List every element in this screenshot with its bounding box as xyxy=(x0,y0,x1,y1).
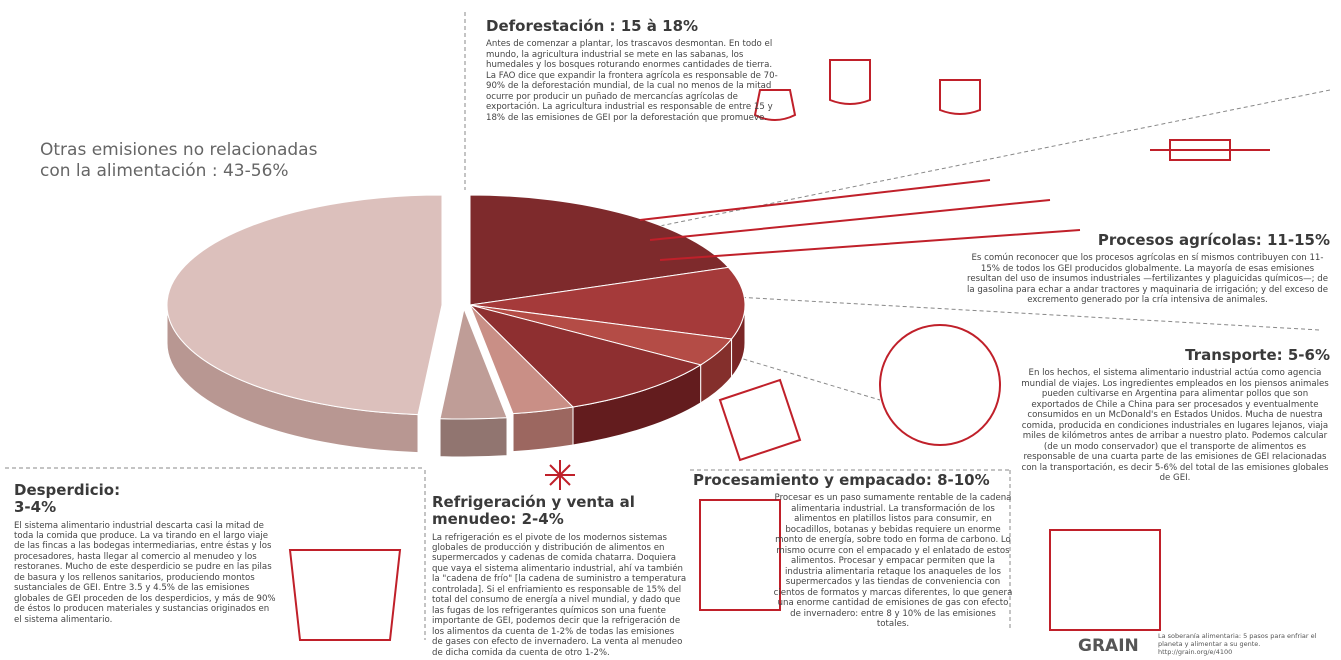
pie-slice xyxy=(513,407,573,452)
section-body: Antes de comenzar a plantar, los trascav… xyxy=(486,39,781,123)
section-title: Refrigeración y venta al menudeo: 2-4% xyxy=(432,494,687,529)
section-title: Desperdicio: 3-4% xyxy=(14,482,124,517)
section: Desperdicio: 3-4% El sistema alimentario… xyxy=(14,482,279,625)
section-title: Procesos agrícolas: 11-15% xyxy=(965,232,1330,249)
section: Transporte: 5-6% En los hechos, el siste… xyxy=(1020,347,1330,484)
infographic: Otras emisiones no relacionadas con la a… xyxy=(0,0,1341,660)
section-body: El sistema alimentario industrial descar… xyxy=(14,521,279,626)
section: Procesamiento y empacado: 8-10% Procesar… xyxy=(693,472,1013,630)
section: Procesos agrícolas: 11-15% Es común reco… xyxy=(965,232,1330,306)
section: Refrigeración y venta al menudeo: 2-4% L… xyxy=(432,494,687,658)
section-body: En los hechos, el sistema alimentario in… xyxy=(1020,368,1330,483)
section-body: Es común reconocer que los procesos agrí… xyxy=(965,253,1330,305)
pie-slice xyxy=(440,418,507,457)
pie-label: Otras emisiones no relacionadas con la a… xyxy=(40,140,340,183)
pie xyxy=(167,195,745,457)
page: Infografía {"pie_label": "Otras emisione… xyxy=(0,0,1341,660)
section-body: Procesar es un paso sumamente rentable d… xyxy=(693,493,1013,629)
section-title: Procesamiento y empacado: 8-10% xyxy=(693,472,1013,489)
section-body: La refrigeración es el pivote de los mod… xyxy=(432,533,687,659)
logo: GRAIN xyxy=(1078,636,1139,656)
section: Deforestación : 15 à 18% Antes de comenz… xyxy=(486,18,781,123)
section-title: Transporte: 5-6% xyxy=(1020,347,1330,364)
footer-note: La soberanía alimentaria: 5 pasos para e… xyxy=(1158,633,1328,656)
section-title: Deforestación : 15 à 18% xyxy=(486,18,781,35)
